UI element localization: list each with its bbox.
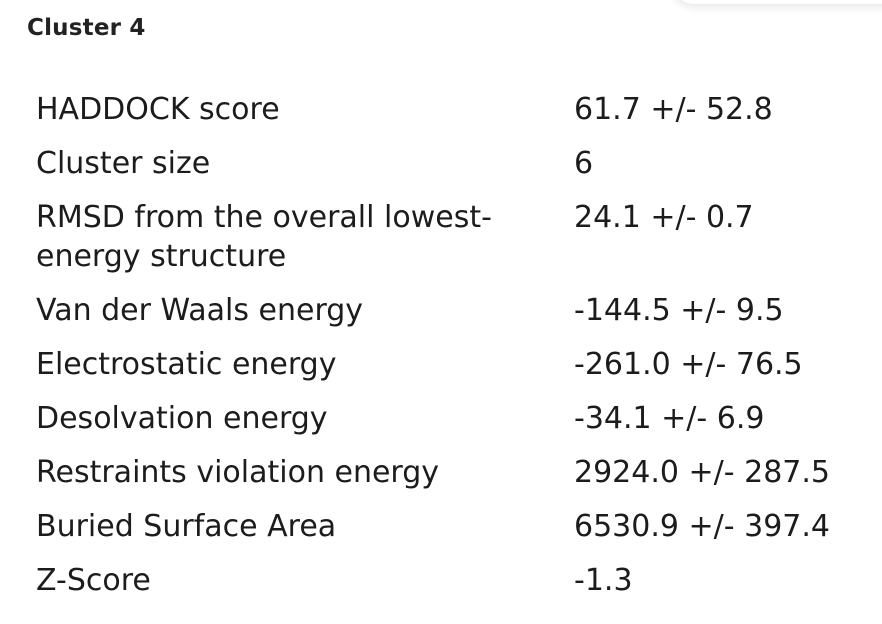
table-row-electrostatic-energy: Electrostatic energy -261.0 +/- 76.5 [36,338,866,392]
row-value: 24.1 +/- 0.7 [574,200,754,235]
row-label: Electrostatic energy [36,347,337,382]
row-value: -144.5 +/- 9.5 [574,293,784,328]
row-label: HADDOCK score [36,92,280,127]
row-label: Cluster size [36,146,211,181]
panel-shadow [672,0,882,4]
row-value: 61.7 +/- 52.8 [574,92,773,127]
row-label: Restraints violation energy [36,455,440,490]
row-value: -1.3 [574,563,633,598]
table-row-restraints-violation-energy: Restraints violation energy 2924.0 +/- 2… [36,446,866,500]
row-value: 2924.0 +/- 287.5 [574,455,830,490]
table-row-haddock-score: HADDOCK score 61.7 +/- 52.8 [36,83,866,137]
row-label: Van der Waals energy [36,293,364,328]
row-value: -261.0 +/- 76.5 [574,347,803,382]
row-label: Buried Surface Area [36,509,337,544]
cluster-title: Cluster 4 [27,15,146,41]
row-value: 6 [574,146,594,181]
row-label: Z-Score [36,563,151,598]
table-row-rmsd: RMSD from the overall lowest-energy stru… [36,191,866,284]
cluster-stats-table: HADDOCK score 61.7 +/- 52.8 Cluster size… [36,83,866,608]
table-row-desolvation-energy: Desolvation energy -34.1 +/- 6.9 [36,392,866,446]
table-row-z-score: Z-Score -1.3 [36,554,866,608]
row-label: RMSD from the overall lowest-energy stru… [36,200,492,274]
row-value: 6530.9 +/- 397.4 [574,509,830,544]
row-value: -34.1 +/- 6.9 [574,401,765,436]
table-row-vdw-energy: Van der Waals energy -144.5 +/- 9.5 [36,284,866,338]
table-row-buried-surface-area: Buried Surface Area 6530.9 +/- 397.4 [36,500,866,554]
table-row-cluster-size: Cluster size 6 [36,137,866,191]
row-label: Desolvation energy [36,401,328,436]
